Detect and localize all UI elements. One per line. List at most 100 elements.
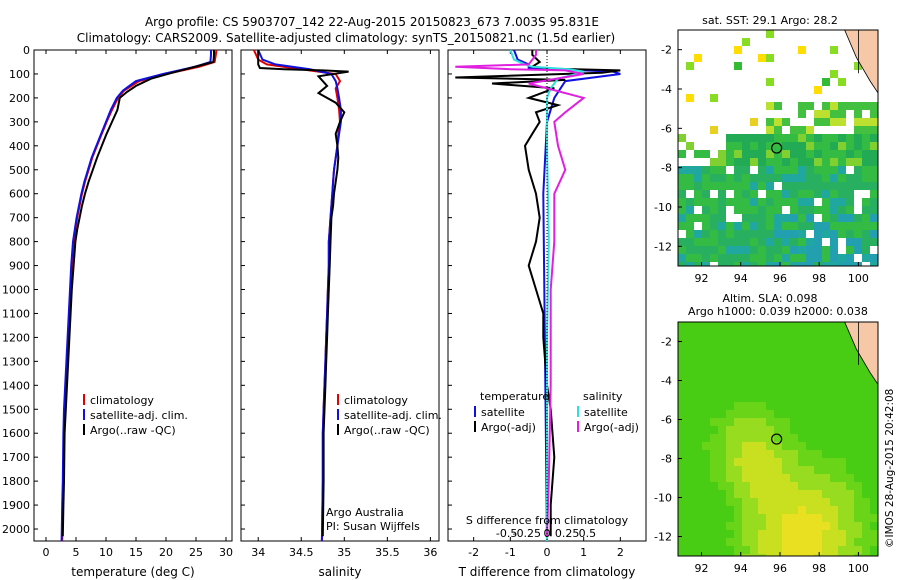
map-cell (846, 206, 854, 214)
map-cell (838, 330, 846, 338)
map-cell (830, 198, 838, 206)
map-cell (854, 126, 862, 134)
map-cell (766, 118, 774, 126)
map-cell (870, 538, 878, 546)
map-cell (710, 222, 718, 230)
x-tick-label: 5 (73, 546, 80, 559)
x-tick-label: 15 (129, 546, 143, 559)
map-cell (758, 338, 766, 346)
map-cell (726, 354, 734, 362)
map-cell (798, 458, 806, 466)
map-cell (814, 402, 822, 410)
map-cell (822, 330, 830, 338)
map-cell (702, 450, 710, 458)
temperature-panel (33, 49, 233, 542)
map-cell (774, 506, 782, 514)
map-cell (718, 190, 726, 198)
map-cell (846, 546, 854, 554)
map-cell (766, 346, 774, 354)
map-cell (758, 506, 766, 514)
map-cell (790, 442, 798, 450)
map-cell (838, 434, 846, 442)
map-cell (838, 442, 846, 450)
map-cell (846, 554, 854, 556)
map-cell (702, 166, 710, 174)
map-cell (870, 230, 878, 238)
map-cell (814, 426, 822, 434)
map-cell (694, 538, 702, 546)
s-difference-label: S difference from climatology (466, 514, 629, 527)
map-cell (702, 410, 710, 418)
map-cell (766, 362, 774, 370)
map-cell (822, 554, 830, 556)
x-tick-label: 20 (159, 546, 173, 559)
map-cell (854, 118, 862, 126)
x-tick-label: 34.5 (289, 546, 314, 559)
map-cell (694, 530, 702, 538)
map-cell (846, 506, 854, 514)
map-cell (726, 338, 734, 346)
map-cell (854, 150, 862, 158)
map-cell (734, 490, 742, 498)
map-cell (734, 330, 742, 338)
map-cell (870, 262, 878, 266)
map-cell (838, 530, 846, 538)
map-cell (758, 246, 766, 254)
map-cell (750, 190, 758, 198)
map-cell (854, 158, 862, 166)
map-cell (694, 410, 702, 418)
map-cell (862, 182, 870, 190)
map-cell (718, 254, 726, 262)
map-cell (766, 522, 774, 530)
map-cell (734, 354, 742, 362)
map-x-tick-label: 94 (734, 272, 748, 285)
depth-tick-label: 600 (9, 188, 30, 201)
map-cell (758, 434, 766, 442)
map-cell (854, 182, 862, 190)
map-cell (870, 110, 878, 118)
map-cell (830, 426, 838, 434)
map-cell (830, 222, 838, 230)
map-cell (678, 262, 686, 266)
map-cell (774, 522, 782, 530)
map-cell (774, 442, 782, 450)
map-cell (830, 246, 838, 254)
map-cell (702, 506, 710, 514)
map-cell (830, 362, 838, 370)
depth-tick-label: 1300 (2, 355, 30, 368)
map-cell (734, 402, 742, 410)
map-cell (726, 394, 734, 402)
map-cell (870, 402, 878, 410)
map-cell (870, 530, 878, 538)
map-cell (774, 418, 782, 426)
map-cell (710, 426, 718, 434)
map-cell (798, 426, 806, 434)
map-cell (726, 246, 734, 254)
map-cell (822, 262, 830, 266)
map-cell (758, 418, 766, 426)
map-cell (750, 426, 758, 434)
map-cell (798, 246, 806, 254)
map-cell (838, 474, 846, 482)
map-cell (798, 102, 806, 110)
map-cell (750, 230, 758, 238)
map-cell (758, 322, 766, 330)
map-cell (830, 442, 838, 450)
map-cell (838, 346, 846, 354)
map-cell (766, 370, 774, 378)
map-cell (750, 346, 758, 354)
map-cell (718, 474, 726, 482)
map-cell (806, 474, 814, 482)
map-cell (718, 418, 726, 426)
map-cell (846, 238, 854, 246)
map-cell (678, 402, 686, 410)
map-cell (742, 134, 750, 142)
map-cell (838, 254, 846, 262)
map-cell (838, 378, 846, 386)
map-cell (870, 118, 878, 126)
map-cell (766, 458, 774, 466)
map-cell (766, 230, 774, 238)
map-cell (774, 538, 782, 546)
map-cell (846, 190, 854, 198)
map-cell (718, 450, 726, 458)
